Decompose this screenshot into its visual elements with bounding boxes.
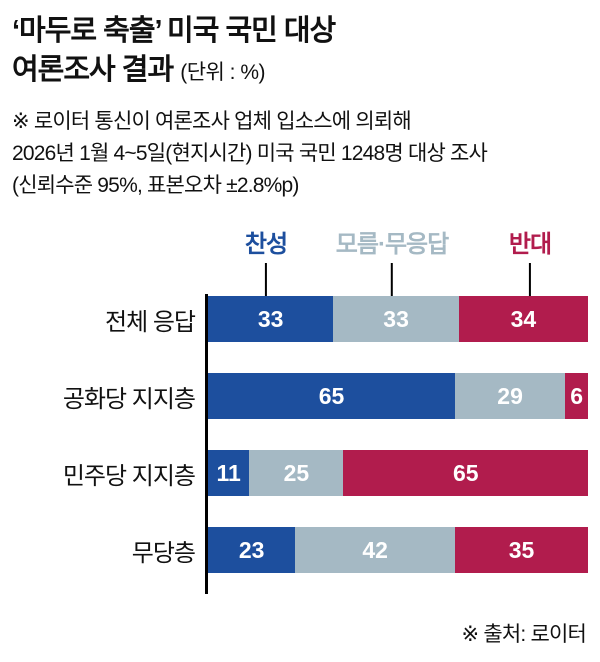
bar-track: 33 33 34 <box>208 296 588 342</box>
bar-segment-oppose: 34 <box>458 296 588 342</box>
header: ‘마두로 축출’ 미국 국민 대상 여론조사 결과 (단위 : %) <box>12 12 588 92</box>
bar-track: 65 29 6 <box>208 373 588 419</box>
bar-value: 65 <box>452 459 479 486</box>
bar-row-0: 전체 응답 33 33 34 <box>105 296 588 342</box>
bar-value: 65 <box>318 382 345 409</box>
survey-note: ※ 로이터 통신이 여론조사 업체 입소스에 의뢰해 2026년 1월 4~5일… <box>12 106 588 202</box>
bar-segment-agree: 11 <box>208 450 250 496</box>
bar-value: 25 <box>283 459 310 486</box>
bar-segment-oppose: 35 <box>454 527 588 573</box>
legend-label-unknown: 모름·무응답 <box>335 231 449 258</box>
row-label: 공화당 지지층 <box>62 385 196 413</box>
bar-segment-unknown: 29 <box>455 373 566 419</box>
bar-value: 29 <box>497 382 523 409</box>
legend-leader-line-unknown <box>391 263 393 296</box>
y-axis-line <box>205 294 208 594</box>
legend-item-oppose: 반대 <box>508 224 552 296</box>
bar-value: 11 <box>216 459 241 486</box>
bar-track: 11 25 65 <box>208 450 589 496</box>
bar-value: 6 <box>570 382 583 409</box>
legend-label-agree: 찬성 <box>244 231 288 258</box>
bar-row-1: 공화당 지지층 65 29 6 <box>63 373 588 419</box>
bar-segment-agree: 65 <box>208 373 455 419</box>
bar-rows: 전체 응답 33 33 34 공화당 지지층 65 29 6 민주당 지지층 11 25 65 무당층 2… <box>63 296 589 604</box>
row-label: 무당층 <box>131 539 196 567</box>
bar-row-2: 민주당 지지층 11 25 65 <box>63 450 589 496</box>
title-line-2: 여론조사 결과 (단위 : %) <box>12 51 588 92</box>
unit-label: (단위 : %) <box>180 61 266 84</box>
row-label: 전체 응답 <box>105 308 196 336</box>
bar-segment-unknown: 25 <box>249 450 344 496</box>
page-title: ‘마두로 축출’ 미국 국민 대상 여론조사 결과 (단위 : %) <box>12 12 588 92</box>
row-label: 민주당 지지층 <box>62 462 196 490</box>
bar-segment-oppose: 6 <box>565 373 588 419</box>
bar-track: 23 42 35 <box>208 527 588 573</box>
bar-row-3: 무당층 23 42 35 <box>132 527 588 573</box>
legend-item-agree: 찬성 <box>244 224 288 296</box>
legend-leader-line-agree <box>264 263 267 296</box>
bar-segment-oppose: 65 <box>343 450 589 496</box>
bar-segment-unknown: 42 <box>295 527 455 573</box>
title-line-1: ‘마두로 축출’ 미국 국민 대상 <box>12 15 336 47</box>
title-line-2-text: 여론조사 결과 <box>12 54 174 86</box>
bar-value: 33 <box>383 305 409 332</box>
legend-item-unknown: 모름·무응답 <box>335 224 449 296</box>
legend-label-oppose: 반대 <box>508 231 552 258</box>
stacked-bar-chart: 찬성 모름·무응답 반대 전체 응답 33 33 34 공화당 지지층 65 29 6 민주당 지지… <box>12 224 589 596</box>
note-line-2: 2026년 1월 4~5일(현지시간) 미국 국민 1248명 대상 조사 <box>12 142 488 165</box>
bar-segment-agree: 33 <box>208 296 334 342</box>
bar-value: 34 <box>510 305 537 332</box>
bar-value: 42 <box>362 536 388 563</box>
chart-plot: 전체 응답 33 33 34 공화당 지지층 65 29 6 민주당 지지층 11 25 65 무당층 2… <box>12 294 589 596</box>
bar-value: 23 <box>238 536 265 563</box>
bar-value: 33 <box>257 305 284 332</box>
note-line-3: (신뢰수준 95%, 표본오차 ±2.8%p) <box>12 174 299 197</box>
bar-segment-unknown: 33 <box>333 296 459 342</box>
legend-leader-line-oppose <box>528 263 531 296</box>
bar-value: 35 <box>508 536 535 563</box>
note-line-1: ※ 로이터 통신이 여론조사 업체 입소스에 의뢰해 <box>12 110 412 133</box>
bar-segment-agree: 23 <box>208 527 296 573</box>
source-credit: ※ 출처: 로이터 <box>461 623 587 646</box>
